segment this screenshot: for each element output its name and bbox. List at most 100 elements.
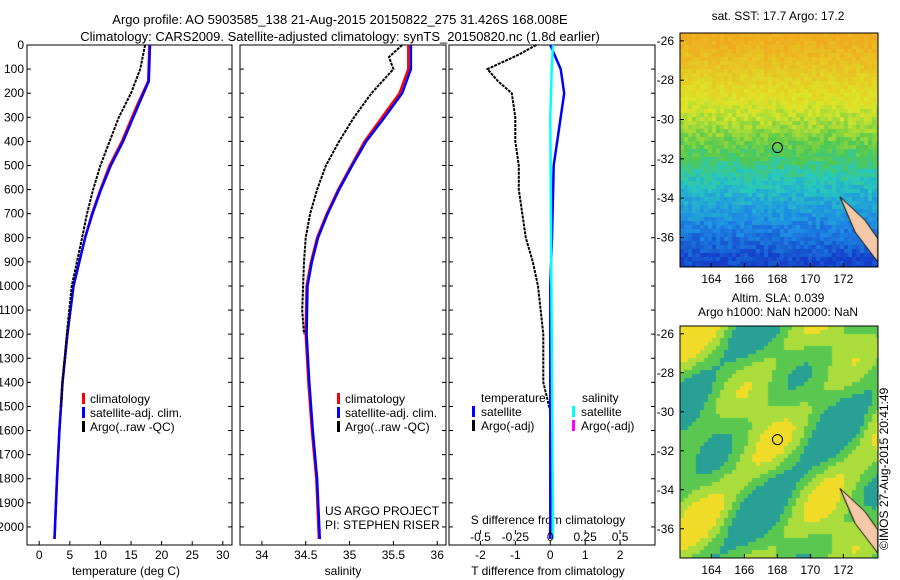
x-tick-label: 34: [255, 548, 269, 562]
y-tick-label: 400: [4, 134, 24, 148]
sla-map-image: [680, 326, 878, 558]
map-y-tick-label: -32: [657, 152, 675, 166]
profile-line: [53, 44, 152, 540]
x-tick-label: 34.5: [294, 548, 318, 562]
map-y-tick-label: -34: [657, 483, 675, 497]
legend-label: satellite: [581, 405, 622, 419]
argo-position-marker: [771, 434, 783, 446]
sla-map-subtitle: Argo h1000: NaN h2000: NaN: [698, 305, 858, 319]
y-tick-label: 2000: [0, 520, 24, 534]
map-y-tick-label: -36: [657, 522, 675, 536]
profile-line: [304, 45, 410, 540]
y-tick-label: 1800: [0, 472, 24, 486]
legend-label: Argo(..raw -QC): [345, 420, 430, 434]
project-label: US ARGO PROJECT: [325, 504, 440, 518]
y-tick-label: 1600: [0, 424, 24, 438]
map-y-tick-label: -30: [657, 405, 675, 419]
t-diff-xlabel: T difference from climatology: [471, 564, 625, 578]
s-tick-label: 0.25: [573, 530, 597, 544]
map-x-tick-label: 168: [767, 272, 787, 286]
x-tick-label: 0: [547, 548, 554, 562]
x-tick-label: 0: [36, 548, 43, 562]
y-tick-label: 700: [4, 207, 24, 221]
argo-position-marker: [771, 142, 783, 154]
salinity-xlabel: salinity: [325, 564, 362, 578]
temperature-xlabel: temperature (deg C): [72, 564, 180, 578]
s-tick-label: -0.25: [502, 530, 530, 544]
x-tick-label: 25: [186, 548, 200, 562]
y-tick-label: 600: [4, 183, 24, 197]
legend-label: climatology: [345, 392, 405, 406]
credit-timestamp: ©IMOS 27-Aug-2015 20:41:49: [877, 387, 891, 550]
y-tick-label: 1900: [0, 496, 24, 510]
y-tick-label: 900: [4, 255, 24, 269]
s-tick-label: -0.5: [470, 530, 491, 544]
legend-swatch: [572, 406, 575, 417]
map-y-tick-label: -30: [657, 113, 675, 127]
legend-swatch: [572, 420, 575, 431]
x-tick-label: 35: [343, 548, 357, 562]
map-x-tick-label: 172: [833, 563, 853, 577]
y-tick-label: 300: [4, 110, 24, 124]
map-x-tick-label: 166: [734, 272, 754, 286]
x-tick-label: -2: [475, 548, 486, 562]
legend-swatch: [82, 407, 85, 418]
plot-frame: [26, 44, 233, 546]
legend-label: climatology: [90, 392, 150, 406]
y-tick-label: 0: [17, 38, 24, 52]
legend-swatch: [337, 407, 340, 418]
map-y-tick-label: -36: [657, 231, 675, 245]
profile-line: [305, 45, 413, 540]
x-tick-label: 1: [582, 548, 589, 562]
plot-frame: [239, 44, 447, 546]
x-tick-label: 2: [617, 548, 624, 562]
map-y-tick-label: -26: [657, 34, 675, 48]
sst-map-title: sat. SST: 17.7 Argo: 17.2: [712, 9, 845, 23]
s-tick-label: 0.5: [612, 530, 629, 544]
x-tick-label: 35.5: [382, 548, 406, 562]
map-x-tick-label: 166: [734, 563, 754, 577]
legend-label: Argo(..raw -QC): [90, 420, 175, 434]
profile-line: [549, 44, 555, 540]
legend-swatch: [82, 421, 85, 432]
legend-label: satellite: [481, 405, 522, 419]
profile-line: [485, 44, 552, 412]
map-y-tick-label: -28: [657, 73, 675, 87]
y-tick-label: 1400: [0, 375, 24, 389]
legend-label: Argo(-adj): [581, 419, 634, 433]
profile-line: [60, 44, 147, 407]
y-tick-label: 1100: [0, 303, 24, 317]
x-tick-label: 30: [216, 548, 230, 562]
y-tick-label: 200: [4, 86, 24, 100]
map-y-tick-label: -34: [657, 191, 675, 205]
map-y-tick-label: -32: [657, 444, 675, 458]
map-y-tick-label: -28: [657, 366, 675, 380]
map-x-tick-label: 164: [701, 272, 721, 286]
legend-label: Argo(-adj): [481, 419, 534, 433]
x-tick-label: 15: [124, 548, 138, 562]
legend-title-salinity: salinity: [582, 391, 619, 405]
x-tick-label: 36: [431, 548, 445, 562]
map-frame: [679, 325, 879, 559]
legend-label: satellite-adj. clim.: [345, 406, 437, 420]
legend-swatch: [472, 406, 475, 417]
legend-swatch: [472, 420, 475, 431]
map-x-tick-label: 172: [833, 272, 853, 286]
map-x-tick-label: 164: [701, 563, 721, 577]
sst-map-image: [680, 33, 878, 267]
legend-swatch: [337, 393, 340, 404]
map-x-tick-label: 170: [800, 272, 820, 286]
legend-title-temperature: temperature: [481, 391, 546, 405]
y-tick-label: 1300: [0, 351, 24, 365]
map-x-tick-label: 170: [800, 563, 820, 577]
title-line-1: Argo profile: AO 5903585_138 21-Aug-2015…: [112, 12, 568, 27]
profile-line: [301, 44, 403, 335]
y-tick-label: 800: [4, 231, 24, 245]
y-tick-label: 1500: [0, 399, 24, 413]
pi-label: PI: STEPHEN RISER: [325, 518, 440, 532]
y-tick-label: 500: [4, 158, 24, 172]
legend-label: satellite-adj. clim.: [90, 406, 182, 420]
map-y-tick-label: -26: [657, 327, 675, 341]
s-diff-label: S difference from climatology: [471, 513, 626, 527]
